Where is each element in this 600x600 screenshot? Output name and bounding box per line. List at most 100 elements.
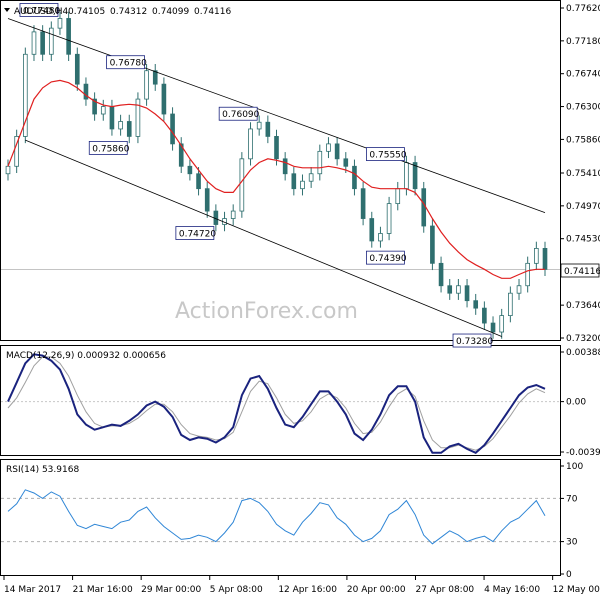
candle-body (490, 322, 496, 333)
candle-body (109, 106, 115, 130)
candle-body (48, 27, 54, 55)
candle-body (74, 53, 80, 85)
price-layer: 0.77480 0.76780 0.75860 0.76090 0.74720 0.755… (5, 3, 548, 348)
candle-body (473, 300, 479, 309)
candle-body (404, 162, 409, 190)
price-y-tick-label: 0.76300 (566, 103, 600, 113)
candle-body (482, 307, 487, 324)
candle-body (534, 248, 539, 264)
price-y-tick-label: 0.74530 (566, 235, 600, 245)
price-annotation-label: 0.74720 (179, 230, 216, 240)
x-tick-label: 12 May 00:00 (553, 585, 600, 595)
macd-y-tick-label: 0.00 (566, 398, 586, 408)
candle-body (369, 218, 375, 242)
candle-body (5, 165, 11, 175)
rsi-label: RSI(14) 53.9168 (6, 465, 79, 475)
rsi-y-tick-label: 70 (566, 494, 578, 504)
price-y-tick-label: 0.73640 (566, 301, 600, 311)
x-tick-label: 21 Mar 16:00 (73, 585, 133, 595)
candle-body (178, 143, 184, 167)
candle-body (360, 188, 366, 219)
candle-body (456, 285, 461, 294)
price-annotation-label: 0.76090 (222, 110, 259, 120)
macd-y-tick-label: 0.00388 (566, 348, 600, 358)
dropdown-triangle-icon[interactable] (4, 8, 10, 12)
price-annotation-label: 0.74390 (369, 254, 406, 264)
current-price-box (560, 263, 600, 278)
candle-body (14, 136, 19, 167)
candle-body (170, 113, 175, 145)
candle-body (464, 285, 470, 302)
candle-body (83, 83, 89, 100)
macd-label: MACD(12,26,9) 0.000932 0.000656 (6, 351, 166, 361)
rsi-layer (7, 489, 546, 545)
price-annotation-box (366, 147, 405, 161)
candle-body (430, 225, 435, 264)
x-tick-label: 5 Apr 08:00 (210, 585, 263, 595)
macd-layer (7, 353, 546, 454)
rsi-panel-border (0, 459, 561, 576)
candle-body (378, 233, 383, 242)
x-tick-label: 4 May 16:00 (484, 585, 540, 595)
x-tick-label: 27 Apr 08:00 (415, 585, 474, 595)
price-annotation-box (106, 55, 145, 70)
price-y-tick-label: 0.77620 (566, 4, 600, 14)
macd-y-tick-label: -0.00394 (566, 448, 600, 458)
rsi-y-tick-label: 30 (566, 538, 578, 548)
price-y-tick-label: 0.75860 (566, 135, 600, 145)
price-annotation-label: 0.75860 (92, 144, 129, 154)
candle-body (135, 98, 141, 137)
candle-body (317, 150, 323, 175)
ohlc-close: 0.74116 (194, 7, 231, 17)
candle-body (438, 262, 444, 287)
candle-body (144, 70, 149, 100)
watermark: ActionForex.com (175, 299, 358, 324)
candle-body (334, 143, 340, 160)
current-price-label: 0.74116 (564, 267, 600, 277)
price-annotation-box (19, 3, 59, 17)
candle-body (395, 188, 401, 205)
price-y-tick-label: 0.74970 (566, 202, 600, 212)
axes-layer: 0.77620 0.77180 0.76740 0.76300 0.75860 0.754… (3, 4, 600, 595)
candle-body (265, 121, 271, 137)
price-y-tick-label: 0.76740 (566, 70, 600, 80)
candle-body (516, 285, 522, 294)
price-annotation-box (88, 141, 128, 155)
channel-lower-line (25, 139, 502, 337)
candle-body (447, 285, 453, 294)
candle-body (23, 53, 28, 137)
candle-body (66, 18, 71, 55)
grid-layer (1, 269, 560, 543)
candle-body (92, 98, 97, 115)
candle-body (256, 121, 262, 130)
candle-body (204, 188, 210, 212)
price-annotation-box (366, 250, 405, 265)
candle-body (352, 165, 357, 190)
chart-frame (0, 0, 561, 576)
candle-body (326, 143, 331, 152)
price-y-tick-label: 0.75410 (566, 169, 600, 179)
candle-body (499, 315, 505, 333)
candle-body (421, 188, 427, 227)
candle-body (508, 292, 513, 317)
candle-body (386, 203, 392, 234)
rsi-line (7, 489, 546, 545)
rsi-y-tick-label: 0 (566, 570, 572, 580)
symbol-label: AUDUSD,H4 (14, 7, 69, 17)
price-annotation-box (218, 106, 258, 121)
candle-body (542, 248, 548, 270)
moving-average-line (7, 79, 545, 279)
channel-upper-line (7, 18, 546, 213)
price-annotation-box (175, 226, 215, 240)
x-tick-label: 12 Apr 16:00 (278, 585, 337, 595)
candle-body (239, 158, 245, 212)
price-annotation-label: 0.75550 (369, 151, 406, 161)
candle-body (187, 165, 193, 175)
candle-body (248, 128, 253, 160)
candle-body (412, 162, 418, 190)
price-y-tick-label: 0.73200 (566, 334, 600, 344)
candle-body (57, 18, 63, 29)
candle-body (152, 70, 158, 85)
candle-body (31, 31, 37, 55)
